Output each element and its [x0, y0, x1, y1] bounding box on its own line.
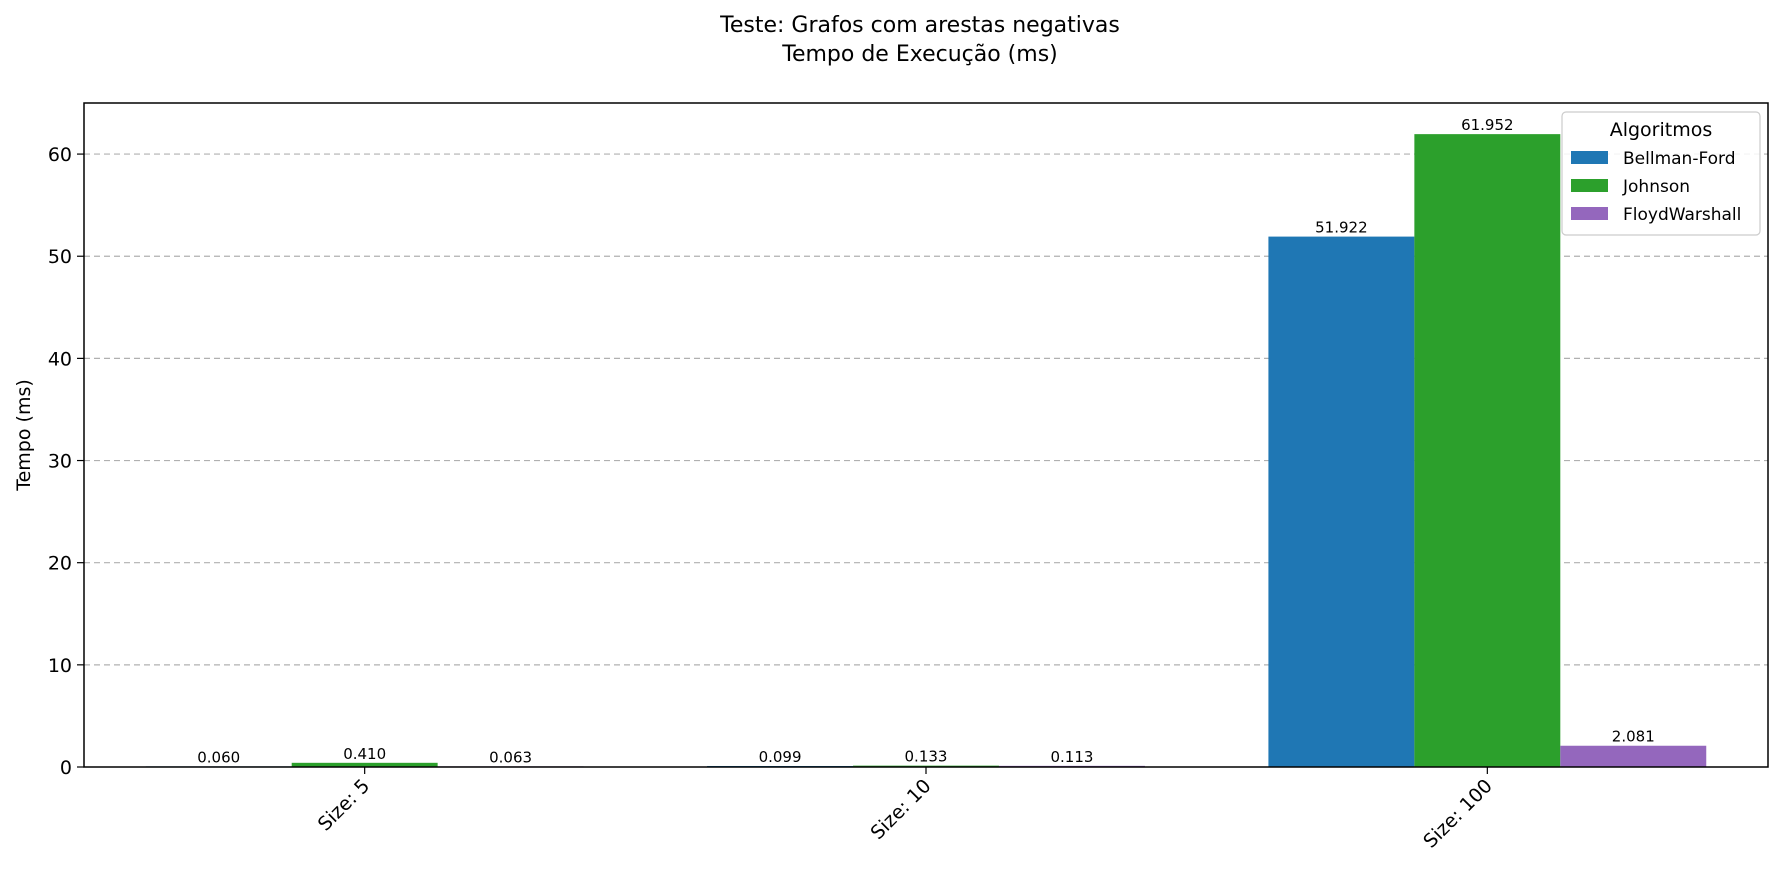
y-axis-label: Tempo (ms)	[13, 379, 35, 492]
bar-bellman-ford-2	[1268, 236, 1415, 767]
legend-label: FloydWarshall	[1623, 205, 1741, 225]
bars	[145, 134, 1707, 768]
x-tick-label: Size: 5	[314, 775, 374, 835]
x-tick-label: Size: 10	[867, 775, 936, 844]
y-tick-label: 40	[48, 348, 72, 370]
legend-swatch	[1571, 207, 1608, 220]
bar-floydwarshall-2	[1560, 745, 1707, 767]
y-tick-label: 30	[48, 451, 72, 473]
legend-swatch	[1571, 151, 1608, 164]
y-tick-label: 10	[48, 655, 72, 677]
legend-label: Bellman-Ford	[1623, 149, 1736, 169]
y-tick-label: 50	[48, 246, 72, 268]
legend-items: Bellman-Ford Johnson FloydWarshall	[1571, 149, 1741, 225]
legend-frame	[1561, 111, 1761, 236]
bar-value-label: 2.081	[1612, 728, 1655, 746]
legend-label: Johnson	[1622, 177, 1690, 197]
legend: Algoritmos Bellman-Ford Johnson FloydWarsh…	[1561, 111, 1761, 236]
chart-title: Teste: Grafos com arestas negativas Temp…	[719, 13, 1120, 67]
x-tick-label: Size: 100	[1419, 775, 1497, 853]
chart-title-line-1: Teste: Grafos com arestas negativas	[719, 13, 1120, 38]
bar-value-label: 0.410	[343, 745, 386, 763]
legend-title: Algoritmos	[1610, 119, 1713, 141]
bar-value-label: 0.113	[1050, 748, 1093, 766]
bar-value-label: 61.952	[1461, 116, 1514, 134]
bar-johnson-0	[291, 762, 438, 767]
bar-value-labels: 0.060 0.410 0.063 0.099 0.133 0.113 51.922 61.9…	[197, 116, 1655, 766]
bar-value-label: 0.099	[759, 748, 802, 766]
bar-johnson-2	[1414, 134, 1561, 768]
y-tick-label: 20	[48, 553, 72, 575]
y-axis: 0 10 20 30 40 50 60	[48, 144, 84, 779]
bar-value-label: 51.922	[1315, 219, 1368, 237]
bar-value-label: 0.063	[489, 748, 532, 766]
y-tick-label: 60	[48, 144, 72, 166]
bar-value-label: 0.133	[905, 748, 948, 766]
legend-swatch	[1571, 179, 1608, 192]
chart-title-line-2: Tempo de Execução (ms)	[781, 42, 1057, 67]
y-tick-label: 0	[60, 757, 72, 779]
bar-value-label: 0.060	[197, 748, 240, 766]
x-axis: Size: 5 Size: 10 Size: 100	[314, 767, 1497, 853]
